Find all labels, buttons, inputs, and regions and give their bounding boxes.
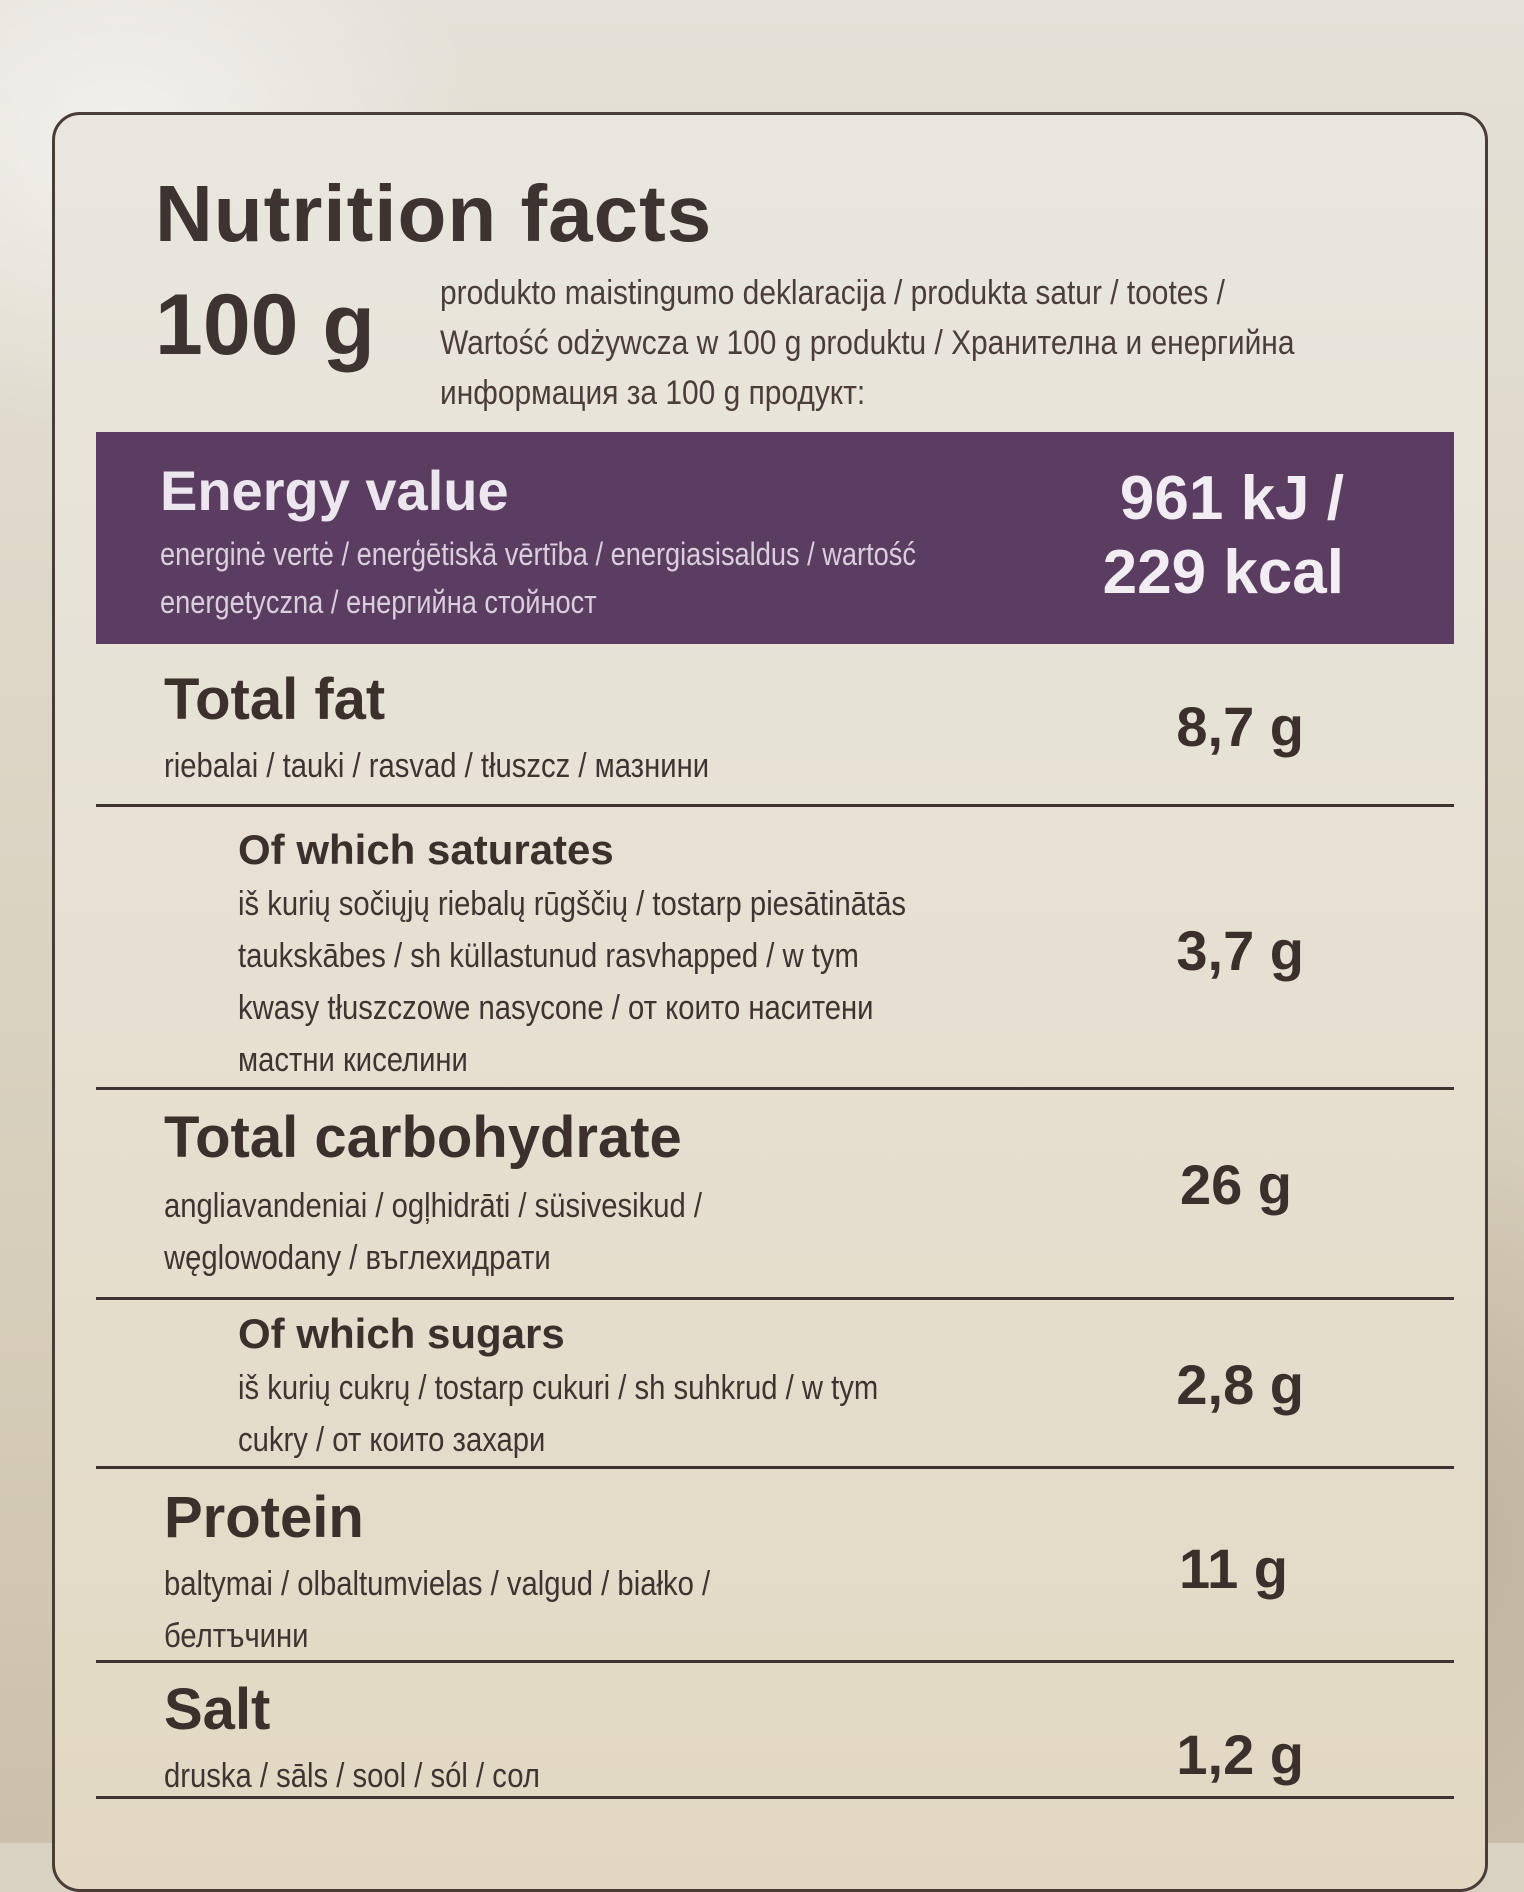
- nutrient-label: Of which sugars: [238, 1310, 565, 1357]
- nutrient-value: 26 g: [1179, 1153, 1292, 1216]
- energy-kcal: 229 kcal: [1102, 538, 1344, 607]
- row-divider: [96, 804, 1454, 807]
- nutrient-row-protein: Protein baltymai / olbaltumvielas / valg…: [96, 1484, 1454, 1655]
- energy-translations: energinė vertė / enerģētiskā vērtība / e…: [160, 536, 916, 620]
- nutrition-label: [52, 112, 1488, 1892]
- row-divider: [96, 1660, 1454, 1663]
- nutrient-value: 1,2 g: [1176, 1723, 1304, 1786]
- nutrient-translations: iš kurių sočiųjų riebalų rūgščių / tosta…: [238, 885, 906, 1079]
- nutrient-label: Of which saturates: [238, 826, 614, 873]
- label-title: Nutrition facts: [155, 169, 713, 258]
- nutrient-value: 3,7 g: [1176, 919, 1304, 982]
- energy-label: Energy value: [160, 459, 509, 522]
- nutrient-value: 8,7 g: [1176, 695, 1304, 758]
- nutrient-translations: druska / sāls / sool / sól / сол: [164, 1757, 540, 1795]
- row-divider: [96, 1087, 1454, 1090]
- row-divider: [96, 1466, 1454, 1469]
- nutrient-row-total-fat: Total fat riebalai / tauki / rasvad / tł…: [96, 666, 1454, 806]
- energy-amount: 961 kJ / 229 kcal: [1103, 462, 1344, 610]
- nutrient-translations: iš kurių cukrų / tostarp cukuri / sh suh…: [238, 1369, 879, 1459]
- nutrient-row-saturates: Of which saturates iš kurių sočiųjų rieb…: [96, 826, 1454, 1079]
- energy-value-band: Energy value energinė vertė / enerģētisk…: [96, 432, 1454, 644]
- nutrient-label: Protein: [164, 1485, 364, 1550]
- energy-kj: 961 kJ /: [1119, 464, 1344, 533]
- nutrient-row-sugars: Of which sugars iš kurių cukrų / tostarp…: [96, 1310, 1454, 1460]
- nutrient-label: Total fat: [164, 667, 386, 732]
- row-divider: [96, 1297, 1454, 1300]
- nutrient-label: Salt: [164, 1677, 271, 1742]
- nutrient-label: Total carbohydrate: [164, 1105, 682, 1170]
- per-amount-description: produkto maistingumo deklaracija / produ…: [440, 274, 1295, 412]
- nutrient-value: 2,8 g: [1176, 1353, 1304, 1416]
- per-amount: 100 g: [155, 277, 375, 373]
- nutrient-value: 11 g: [1179, 1537, 1288, 1600]
- nutrient-translations: riebalai / tauki / rasvad / tłuszcz / ма…: [164, 747, 710, 785]
- nutrient-translations: baltymai / olbaltumvielas / valgud / bia…: [164, 1565, 711, 1655]
- nutrient-row-carbohydrate: Total carbohydrate angliavandeniai / ogļ…: [96, 1104, 1454, 1294]
- nutrient-translations: angliavandeniai / ogļhidrāti / süsivesik…: [164, 1187, 703, 1277]
- nutrient-row-salt: Salt druska / sāls / sool / sól / сол 1,…: [96, 1676, 1454, 1806]
- row-divider: [96, 1796, 1454, 1799]
